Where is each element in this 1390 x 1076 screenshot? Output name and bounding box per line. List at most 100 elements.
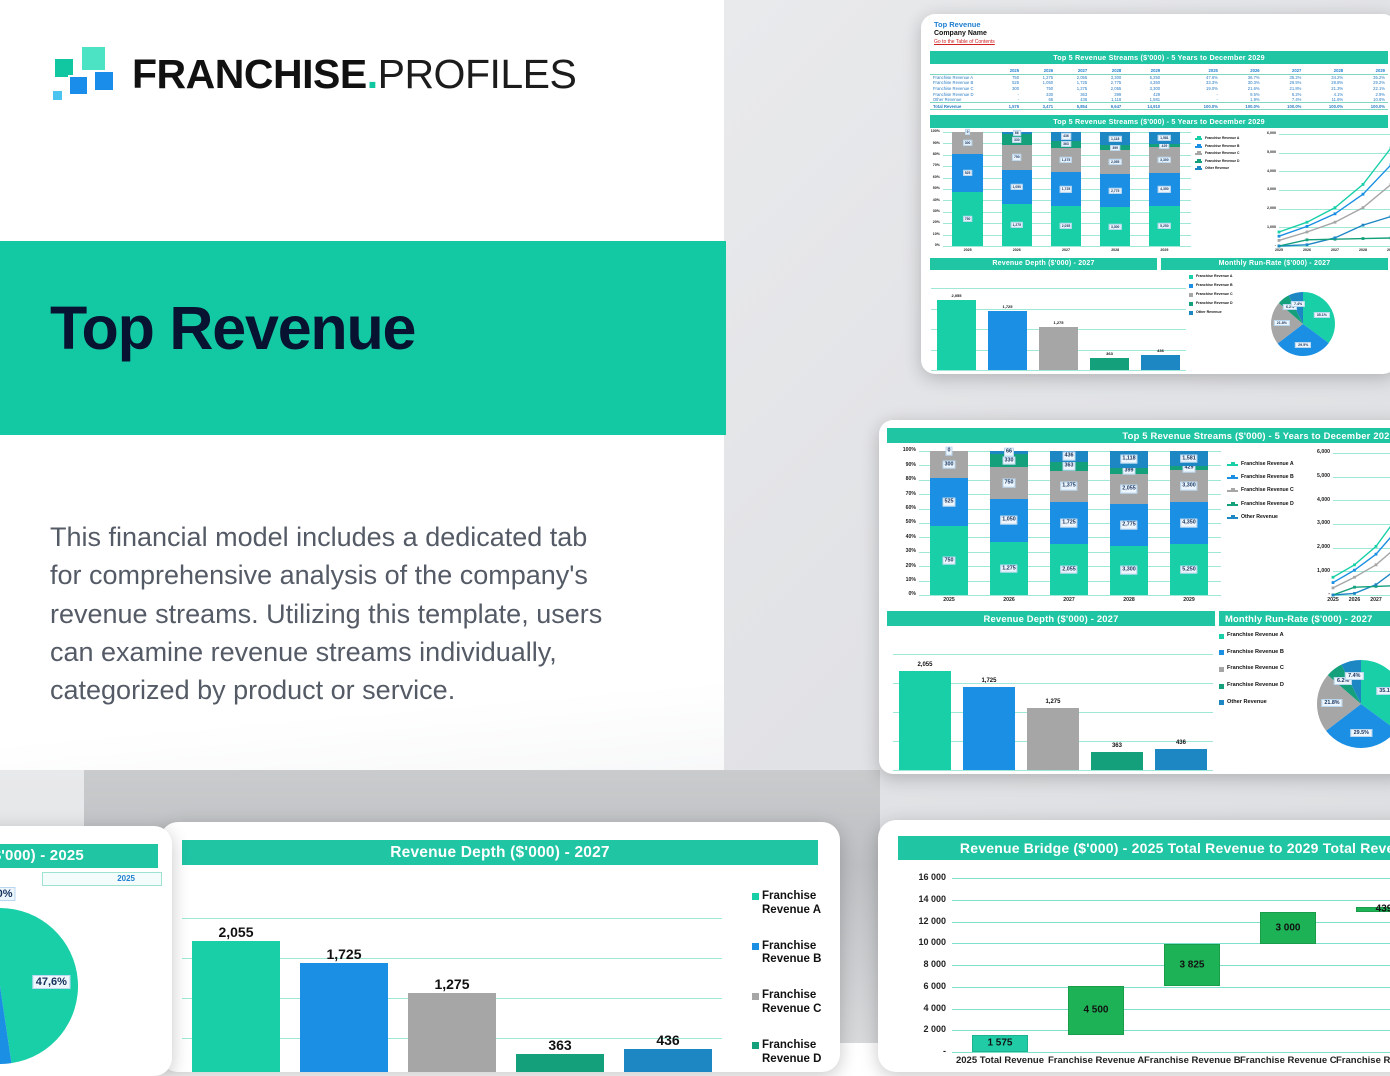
revenue-depth-bar[interactable]: [624, 1049, 713, 1072]
bar-value-label: 2,775: [1120, 521, 1138, 530]
revenue-depth-bar[interactable]: [300, 963, 389, 1072]
bar-value-label: 436: [1062, 452, 1075, 461]
screenshot-spreadsheet-mid[interactable]: Top 5 Revenue Streams ($'000) - 5 Years …: [879, 420, 1390, 774]
legend-line-swatch: [1195, 153, 1202, 155]
revenue-depth-bar[interactable]: [408, 993, 497, 1072]
brand-name-dot: .: [367, 51, 378, 97]
legend-item: Franchise Revenue A: [1195, 136, 1257, 140]
y-tick-label: 0%: [925, 243, 940, 247]
legend-swatch: [1219, 667, 1224, 672]
line-series-paths: [1257, 130, 1390, 256]
y-tick-label: 10%: [893, 577, 916, 583]
pie-value-label: 7.4%: [1345, 672, 1363, 680]
pie-slices[interactable]: [1247, 272, 1357, 374]
revenue-bridge-bar[interactable]: 3 000: [1260, 912, 1316, 945]
revenue-depth-bar[interactable]: [516, 1054, 605, 1072]
page-header: FRANCHISE.PROFILES: [0, 0, 724, 240]
legend-marker-icon: [1197, 166, 1201, 170]
bar-segment: 429: [1170, 466, 1207, 470]
bar-segment: 750: [990, 467, 1027, 498]
revenue-bridge-bar[interactable]: 1 575: [972, 1035, 1028, 1052]
bar-value-label: 1,725: [1060, 519, 1078, 528]
bar-segment: 5,250: [1149, 206, 1180, 246]
brand-logo: FRANCHISE.PROFILES: [48, 45, 576, 103]
x-tick-label: 2025: [1265, 248, 1293, 252]
revenue-depth-bar[interactable]: [1027, 708, 1078, 770]
legend-marker-icon: [1231, 502, 1235, 506]
gridline: [182, 918, 722, 919]
legend-label: Franchise Revenue C: [762, 989, 836, 1017]
bar-segment: 436: [1051, 132, 1082, 140]
revenue-pie-chart-mini[interactable]: 35.1%29.5%21.8%6.2%7.4%: [1247, 272, 1357, 374]
revenue-depth-bar[interactable]: [1091, 752, 1142, 770]
bar-value-label: 4,350: [1158, 186, 1171, 192]
screenshot-spreadsheet-top[interactable]: Top Revenue Company Name Go to the Table…: [921, 14, 1390, 374]
legend-label: Franchise Revenue B: [1227, 649, 1284, 656]
revenue-depth-bar[interactable]: [899, 671, 950, 770]
table-cell-value: 5,854: [1056, 103, 1090, 110]
screenshot-runrate-pie[interactable]: y Run-Rate ($'000) - 2025 2025 47,6%33,3…: [0, 826, 172, 1076]
bar-segment: 1,581: [1149, 132, 1180, 144]
pie-value-label: 35.1%: [1376, 687, 1390, 695]
legend-swatch: [1189, 293, 1193, 297]
revenue-bridge-bar[interactable]: 439: [1356, 907, 1390, 912]
legend-item: Franchise Revenue D: [1195, 159, 1257, 163]
runrate-pie-plot[interactable]: 47,6%33,3%19,0%0,0%0,0%: [0, 892, 152, 1068]
bar-value-label: 2,775: [1109, 188, 1122, 194]
table-of-contents-link[interactable]: Go to the Table of Contents: [934, 39, 1390, 45]
revenue-bridge-bar[interactable]: 3 825: [1164, 944, 1220, 986]
revenue-depth-bar[interactable]: [1039, 327, 1079, 371]
bar-value-label: 363: [1062, 462, 1075, 471]
pie-value-label: 47,6%: [33, 975, 70, 989]
revenue-bridge-bar[interactable]: 4 500: [1068, 986, 1124, 1035]
bar-segment: 66: [990, 451, 1027, 454]
revenue-depth-bar[interactable]: [1155, 749, 1206, 770]
revenue-depth-bar[interactable]: [988, 311, 1028, 370]
revenue-depth-bar[interactable]: [192, 941, 281, 1072]
bar-segment: 1,050: [990, 499, 1027, 543]
revenue-depth-bar[interactable]: [1141, 355, 1181, 370]
legend-item: Other Revenue: [1189, 310, 1245, 315]
bar-segment: 4,350: [1170, 502, 1207, 544]
revenue-depth-bar[interactable]: [1090, 358, 1130, 370]
bar-value-label: 1,375: [1060, 157, 1073, 163]
revenue-depth-bar[interactable]: [937, 300, 977, 370]
y-tick-label: 90%: [925, 141, 940, 145]
revenue-pie-chart-mid[interactable]: 35.1%29.5%21.8%6.2%7.4%: [1291, 630, 1390, 774]
table-cell-label: Total Revenue: [930, 103, 988, 110]
legend-item: Franchise Revenue B: [1219, 649, 1295, 656]
y-tick-label: 16 000: [898, 872, 946, 882]
logo-square-mint-icon: [80, 45, 107, 72]
legend-swatch: [1189, 311, 1193, 315]
gridline: [952, 878, 1390, 879]
legend-label: Franchise Revenue C: [1196, 292, 1233, 296]
bar-segment: 363: [1051, 141, 1082, 148]
pie-slices[interactable]: [0, 892, 152, 1068]
bar-value-label: 2,055: [1060, 565, 1078, 574]
bar-segment: 3,300: [1100, 207, 1131, 246]
revenue-depth-bar[interactable]: [963, 687, 1014, 770]
legend-marker-icon: [1231, 488, 1235, 492]
y-tick-label: 30%: [925, 209, 940, 213]
screenshot-revenue-bridge[interactable]: Revenue Bridge ($'000) - 2025 Total Reve…: [878, 820, 1390, 1072]
legend-item: Franchise Revenue C: [1227, 487, 1305, 493]
